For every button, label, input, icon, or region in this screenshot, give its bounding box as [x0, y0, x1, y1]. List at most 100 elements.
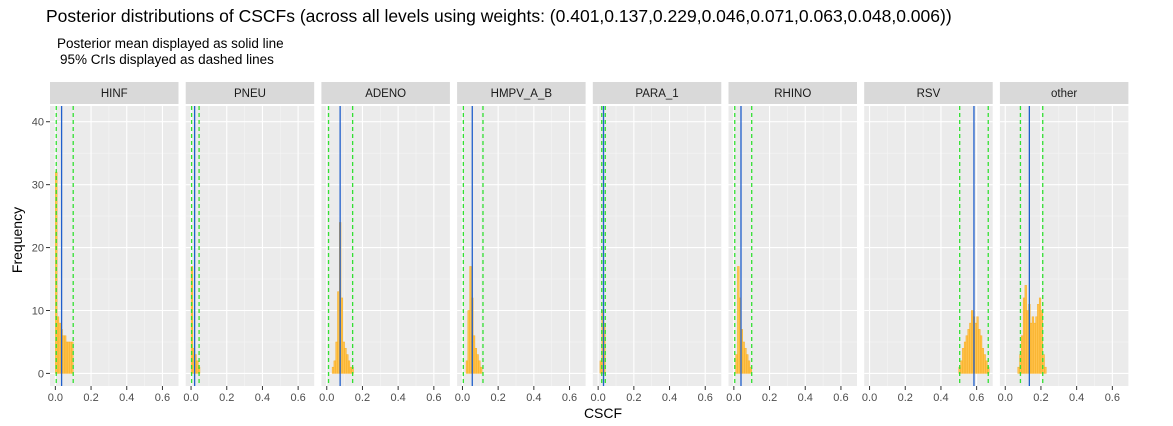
facet-strip-label: PARA_1 [635, 88, 678, 100]
facet-strip-label: ADENO [365, 88, 406, 100]
histogram-bar [1018, 367, 1020, 373]
x-tick-label: 0.2 [898, 392, 913, 404]
x-tick-label: 0.0 [319, 392, 334, 404]
x-tick-label: 0.0 [183, 392, 198, 404]
histogram-bar [341, 298, 343, 374]
y-tick-label: 40 [32, 117, 44, 129]
panel-background [186, 106, 315, 386]
x-tick-label: 0.2 [83, 392, 98, 404]
panel-background [457, 106, 585, 386]
histogram-bar [332, 367, 334, 373]
x-tick-label: 0.4 [119, 392, 134, 404]
histogram-bar [1043, 355, 1045, 374]
facet-panel-adeno: ADENO 0.0 0.2 0.4 0.6 [319, 82, 450, 404]
histogram-bar [480, 367, 482, 373]
histogram-bar [1021, 336, 1023, 374]
histogram-bar [68, 342, 70, 373]
facet-strip-label: PNEU [234, 88, 266, 100]
facet-panel-para-1: PARA_1 0.0 0.2 0.4 0.6 [591, 82, 722, 404]
histogram-bar [962, 348, 964, 373]
histogram-bar [971, 310, 973, 373]
histogram-bar [736, 355, 738, 374]
histogram-bar [1023, 298, 1025, 374]
x-tick-label: 0.6 [290, 392, 305, 404]
histogram-bar [748, 361, 750, 374]
panel-background [593, 106, 722, 386]
x-tick-label: 0.0 [48, 392, 63, 404]
x-tick-label: 0.4 [798, 392, 813, 404]
facet-panel-rsv: RSV 0.0 0.2 0.4 0.6 [862, 82, 993, 404]
histogram-bar [477, 355, 479, 374]
histogram-bar [348, 361, 350, 374]
histogram-bar [975, 323, 977, 373]
histogram-bar [737, 266, 739, 373]
panel-background [729, 106, 858, 386]
histogram-bar [57, 317, 59, 374]
histogram-bar [1030, 323, 1032, 373]
histogram-bar [336, 342, 338, 373]
histogram-bar [473, 336, 475, 374]
histogram-bar [479, 361, 481, 374]
facet-strip-label: HINF [101, 88, 128, 100]
x-tick-label: 0.2 [626, 392, 641, 404]
histogram-bar [746, 355, 748, 374]
x-tick-label: 0.4 [1069, 392, 1084, 404]
x-tick-label: 0.6 [969, 392, 984, 404]
histogram-bar [350, 367, 352, 373]
x-tick-label: 0.0 [998, 392, 1013, 404]
x-tick-label: 0.6 [698, 392, 713, 404]
histogram-bar [982, 348, 984, 373]
histogram-bar [343, 342, 345, 373]
x-tick-label: 0.4 [390, 392, 405, 404]
histogram-bar [1045, 367, 1047, 373]
histogram-bar [334, 361, 336, 374]
x-tick-label: 0.2 [762, 392, 777, 404]
facet-panels: 0 10 20 30 40 HINF 0.0 0.2 0.4 0.6 PNEU 0.0 0.2 0.4 0.… [32, 82, 1129, 404]
histogram-bar [966, 336, 968, 374]
histogram-bar [745, 348, 747, 373]
facet-strip-label: HMPV_A_B [491, 88, 553, 100]
x-tick-label: 0.0 [862, 392, 877, 404]
histogram-bar [70, 342, 72, 373]
x-tick-label: 0.4 [526, 392, 541, 404]
histogram-bar [470, 266, 472, 373]
facet-strip-label: RSV [917, 88, 941, 100]
histogram-bar [1025, 285, 1027, 373]
x-tick-label: 0.4 [933, 392, 948, 404]
y-tick-label: 10 [32, 305, 44, 317]
x-tick-label: 0.2 [1033, 392, 1048, 404]
x-tick-label: 0.2 [355, 392, 370, 404]
x-tick-label: 0.6 [155, 392, 170, 404]
histogram-bar [346, 355, 348, 374]
x-tick-label: 0.0 [726, 392, 741, 404]
histogram-bar [196, 361, 198, 374]
x-tick-label: 0.4 [255, 392, 270, 404]
histogram-bar [1032, 317, 1034, 374]
y-tick-label: 20 [32, 243, 44, 255]
histogram-bar [1020, 355, 1022, 374]
facet-panel-other: other 0.0 0.2 0.4 0.6 [998, 82, 1129, 404]
histogram-bar [468, 310, 470, 373]
histogram-bar [466, 361, 468, 374]
x-tick-label: 0.2 [219, 392, 234, 404]
histogram-bar [968, 329, 970, 373]
histogram-bar [345, 348, 347, 373]
histogram-bar [475, 348, 477, 373]
histogram-bar [59, 323, 61, 373]
x-tick-label: 0.0 [591, 392, 606, 404]
histogram-bar [969, 323, 971, 373]
x-tick-label: 0.0 [455, 392, 470, 404]
facet-panel-pneu: PNEU 0.0 0.2 0.4 0.6 [183, 82, 314, 404]
histogram-bar [980, 336, 982, 374]
histogram-bar [977, 317, 979, 374]
histogram-bar [986, 361, 988, 374]
facet-panel-rhino: RHINO 0.0 0.2 0.4 0.6 [726, 82, 857, 404]
histogram-bar [964, 342, 966, 373]
x-tick-label: 0.6 [1105, 392, 1120, 404]
histogram-bar [1036, 317, 1038, 374]
x-tick-label: 0.6 [562, 392, 577, 404]
histogram-bar [66, 342, 68, 373]
histogram-bar [1027, 310, 1029, 373]
histogram-bar [978, 329, 980, 373]
